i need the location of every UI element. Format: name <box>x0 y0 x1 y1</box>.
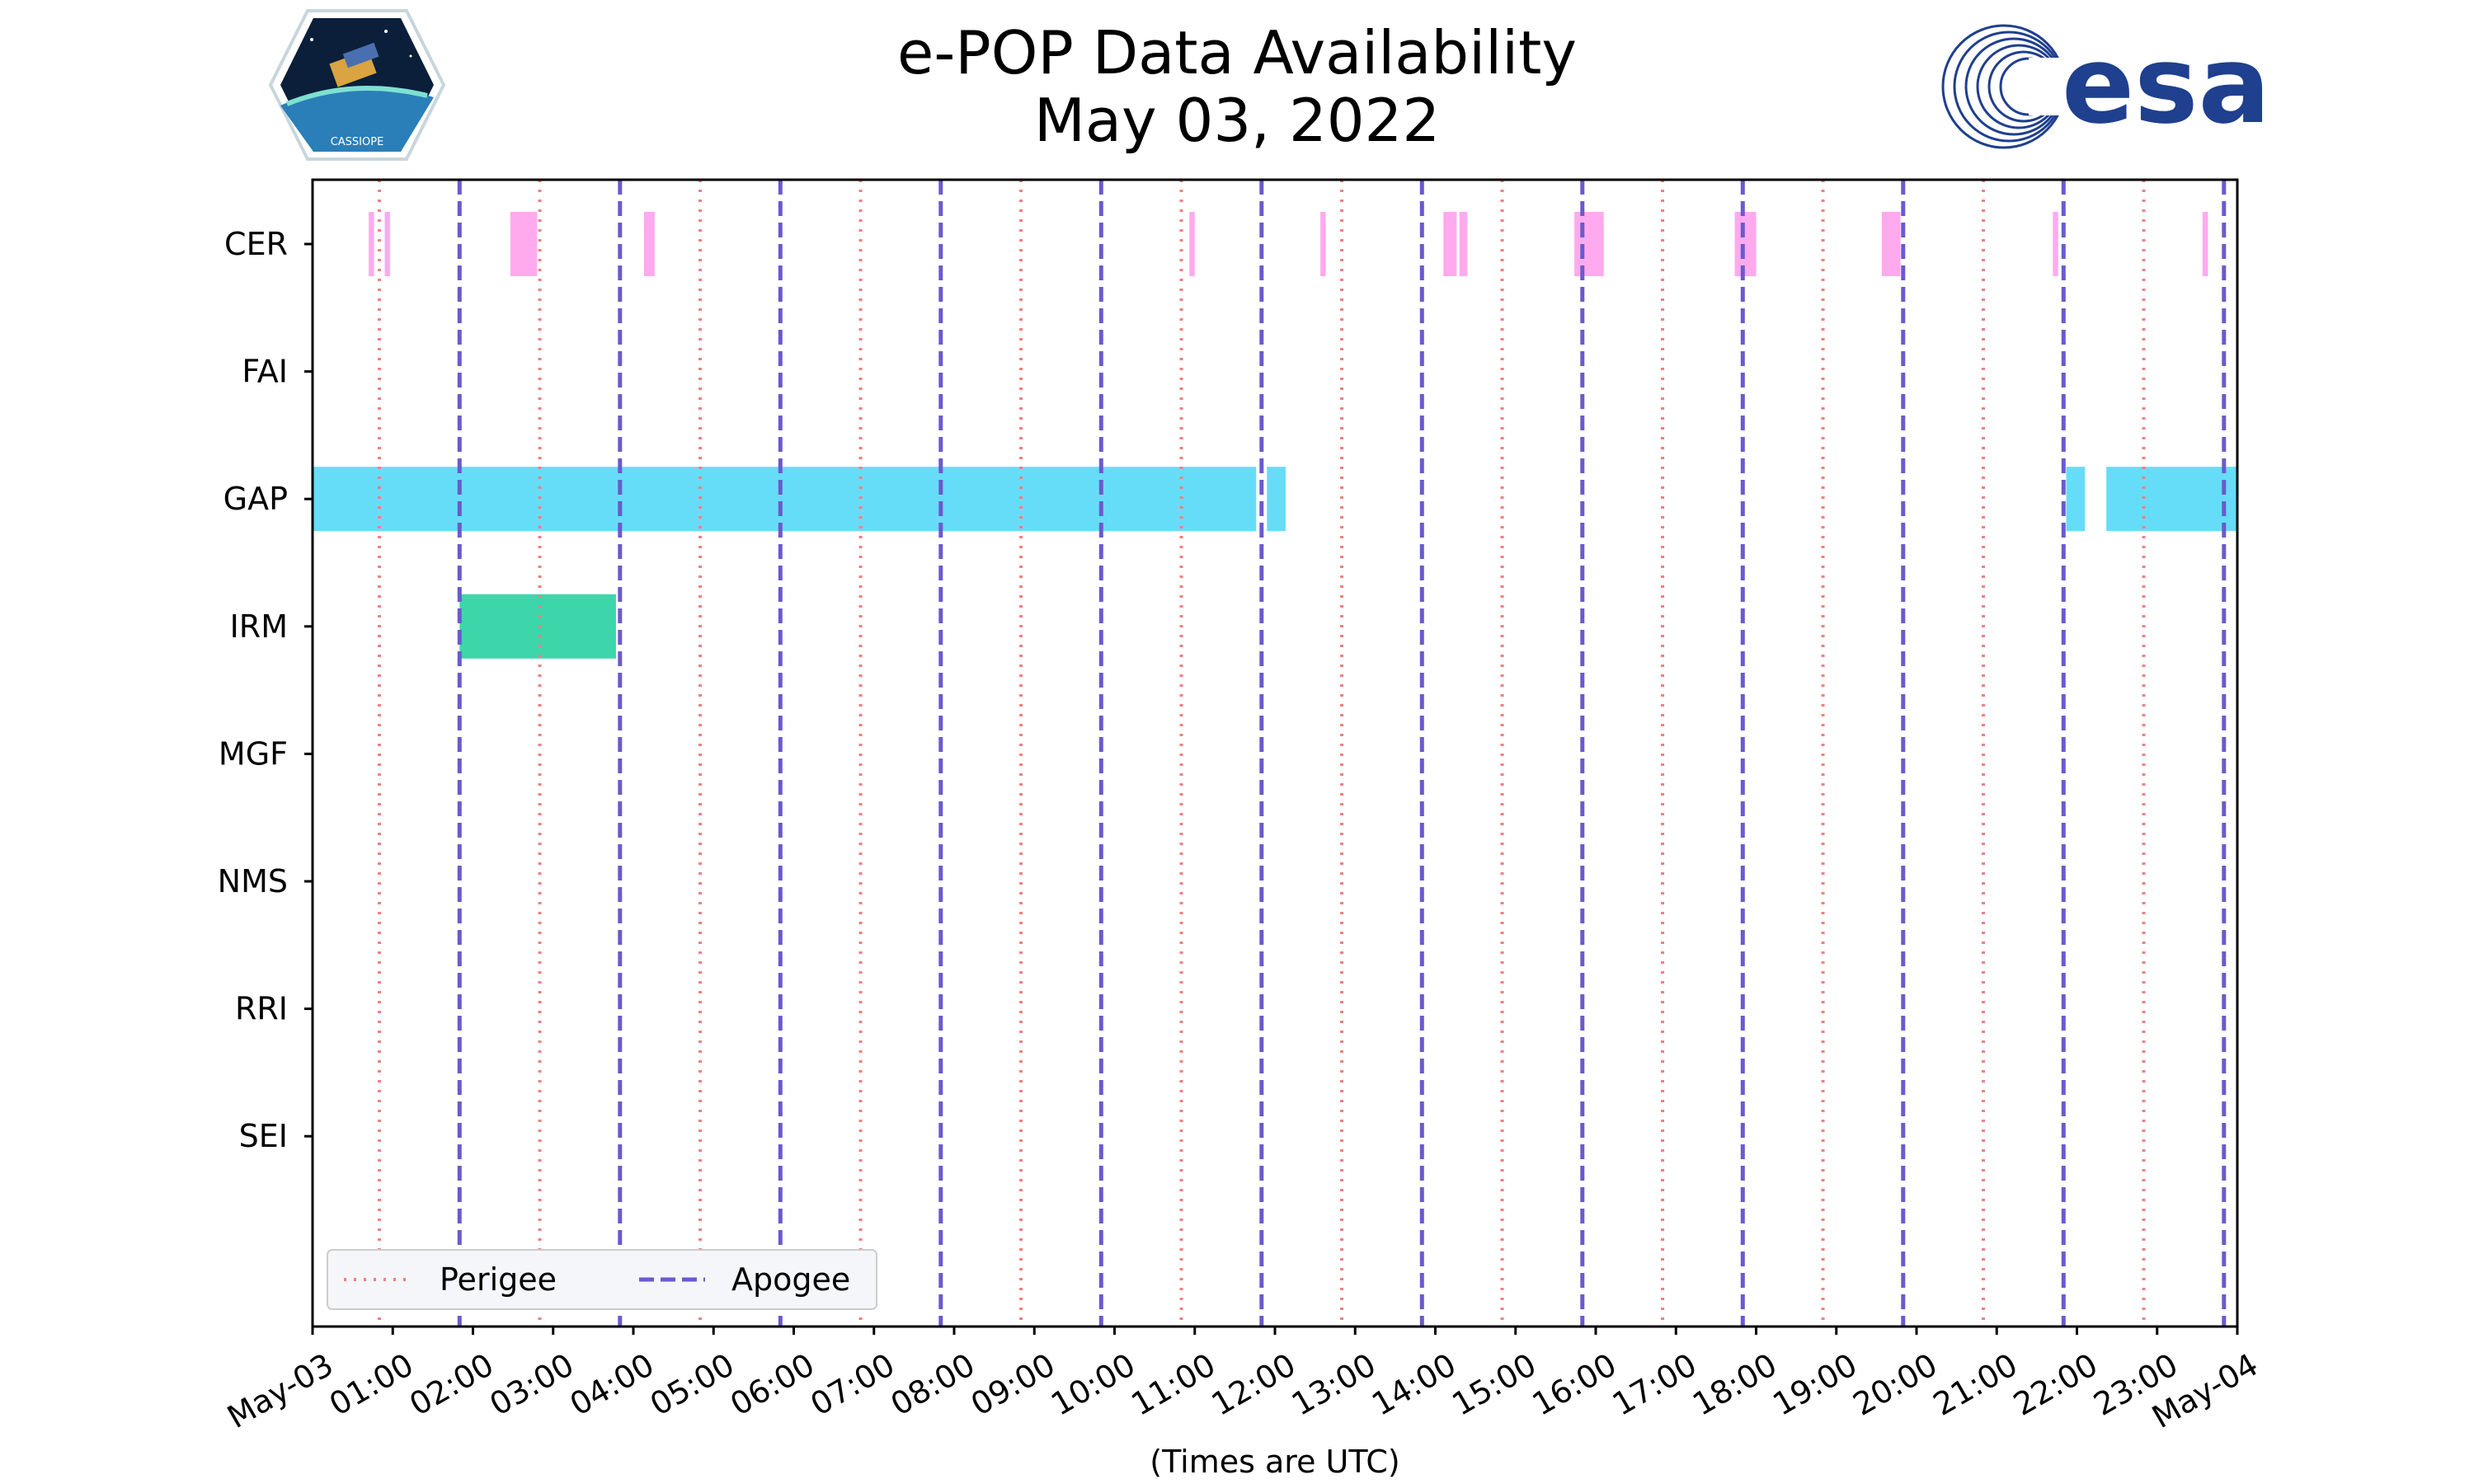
x-tick-label: 15:00 <box>1446 1346 1542 1423</box>
x-tick-label: 02:00 <box>403 1346 500 1423</box>
x-tick-label: 07:00 <box>804 1346 901 1423</box>
bar-gap <box>313 467 1257 532</box>
bar-cer <box>510 212 538 276</box>
bar-cer <box>369 212 374 276</box>
cassiope-logo-text: CASSIOPE <box>331 136 384 148</box>
x-tick-label: 10:00 <box>1045 1346 1141 1423</box>
x-axis-label: (Times are UTC) <box>1150 1444 1399 1480</box>
plot-frame <box>311 178 2239 1328</box>
x-tick-label: 13:00 <box>1286 1346 1382 1423</box>
esa-logo: esa <box>1941 22 2270 149</box>
bar-gap <box>2066 467 2086 532</box>
x-tick-label: 04:00 <box>564 1346 661 1423</box>
x-tick-label: 09:00 <box>965 1346 1061 1423</box>
legend-apogee-label: Apogee <box>731 1261 850 1298</box>
x-tick-label: 08:00 <box>885 1346 981 1423</box>
data-bars <box>313 212 2237 659</box>
bar-cer <box>1574 212 1604 276</box>
chart-subtitle: May 03, 2022 <box>1033 86 1441 155</box>
legend-box <box>327 1249 877 1310</box>
x-tick-label: 20:00 <box>1847 1346 1944 1423</box>
x-tick-label: 21:00 <box>1927 1346 2024 1423</box>
y-tick-label: IRM <box>230 608 288 645</box>
bar-gap <box>2106 467 2237 532</box>
bar-irm <box>459 594 616 659</box>
y-tick-label: NMS <box>218 863 288 899</box>
cassiope-mission-logo: CASSIOPE <box>268 9 446 161</box>
x-tick-label: 22:00 <box>2007 1346 2104 1423</box>
y-tick-label: GAP <box>223 481 288 517</box>
x-axis: May-0301:0002:0003:0004:0005:0006:0007:0… <box>221 1327 2265 1435</box>
bar-cer <box>1320 212 1326 276</box>
y-axis: CER FAI GAP IRM MGF NMS RRI SEI <box>218 226 313 1154</box>
bar-cer <box>1443 212 1457 276</box>
bar-gap <box>1267 467 1286 532</box>
bar-cer <box>2202 212 2208 276</box>
bar-cer <box>1734 212 1757 276</box>
legend-perigee-label: Perigee <box>440 1261 557 1298</box>
y-tick-label: RRI <box>235 991 288 1027</box>
y-tick-label: CER <box>224 226 288 262</box>
x-tick-label: 19:00 <box>1766 1346 1863 1423</box>
y-tick-label: FAI <box>242 354 288 390</box>
x-tick-label: 12:00 <box>1206 1346 1302 1423</box>
x-tick-label: 11:00 <box>1125 1346 1221 1423</box>
chart-title: e-POP Data Availability <box>897 18 1577 87</box>
legend: Perigee Apogee <box>327 1249 877 1310</box>
x-tick-label: 14:00 <box>1366 1346 1462 1423</box>
x-tick-label: 01:00 <box>323 1346 420 1423</box>
x-tick-label: 16:00 <box>1526 1346 1623 1423</box>
bar-cer <box>1459 212 1468 276</box>
y-tick-label: MGF <box>219 735 288 772</box>
bar-cer <box>1881 212 1901 276</box>
x-tick-label: 06:00 <box>724 1346 821 1423</box>
x-tick-label: 05:00 <box>644 1346 741 1423</box>
esa-logo-text: esa <box>2062 22 2270 148</box>
bar-cer <box>1189 212 1195 276</box>
y-tick-label: SEI <box>239 1118 288 1154</box>
bar-cer <box>384 212 391 276</box>
x-tick-label: May-03 <box>221 1346 339 1435</box>
x-tick-label: 17:00 <box>1606 1346 1703 1423</box>
orbit-lines <box>378 180 2227 1327</box>
x-tick-label: 18:00 <box>1686 1346 1783 1423</box>
bar-cer <box>2053 212 2058 276</box>
x-tick-label: 03:00 <box>483 1346 580 1423</box>
bar-cer <box>643 212 655 276</box>
